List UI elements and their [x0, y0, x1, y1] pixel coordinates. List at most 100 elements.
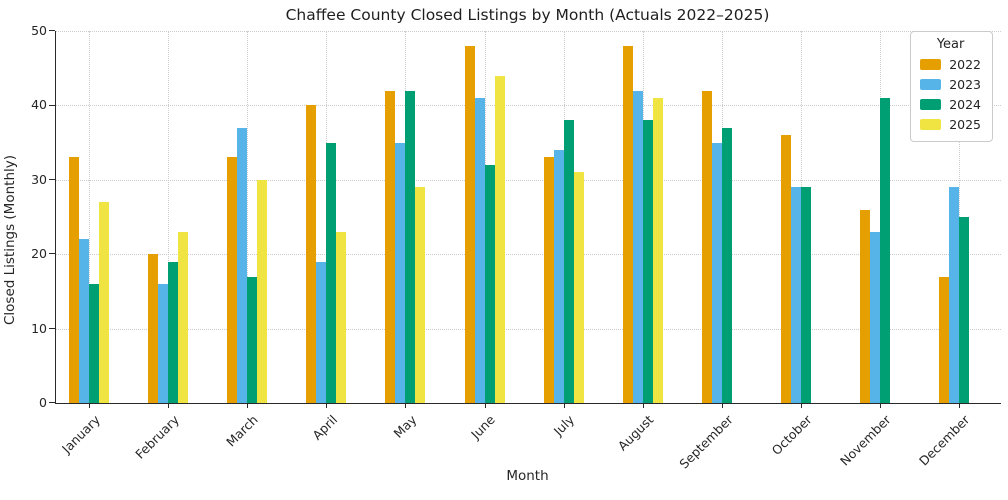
x-tick-mark: [800, 403, 802, 408]
bar-2023-august: [632, 90, 643, 403]
y-tick-mark: [49, 179, 55, 180]
bar-2022-june: [464, 45, 475, 403]
x-tick-label: July: [550, 412, 578, 439]
bar-2024-december: [959, 217, 970, 403]
legend-label: 2022: [949, 56, 981, 72]
legend-label: 2023: [949, 76, 981, 92]
bar-2024-february: [168, 261, 179, 403]
legend-item-2025: 2025: [920, 114, 981, 134]
bar-2022-august: [622, 45, 633, 403]
x-tick-mark: [484, 403, 486, 408]
bar-2022-november: [860, 209, 870, 403]
bar-2023-september: [711, 142, 722, 403]
bar-2023-june: [474, 97, 485, 403]
y-tick-label: 20: [31, 246, 47, 262]
legend-item-2024: 2024: [920, 94, 981, 114]
x-tick-mark: [721, 403, 723, 408]
gridline-vertical: [89, 31, 90, 403]
legend-label: 2025: [949, 116, 981, 132]
chart-title: Chaffee County Closed Listings by Month …: [285, 6, 770, 24]
bar-2023-january: [79, 239, 89, 403]
bar-2022-september: [701, 90, 712, 403]
bar-2025-january: [99, 202, 109, 403]
legend-swatch-2025: [920, 118, 942, 130]
bar-2022-january: [69, 157, 79, 403]
legend: Year 2022 2023 2024 2025: [910, 31, 993, 142]
bar-2022-march: [227, 157, 238, 403]
legend-item-2023: 2023: [920, 74, 981, 94]
bar-2022-july: [543, 157, 554, 403]
bar-2025-august: [652, 97, 663, 403]
y-tick-mark: [49, 30, 55, 32]
bar-2023-march: [237, 127, 248, 403]
x-tick-mark: [642, 403, 644, 408]
y-tick-label: 10: [31, 320, 47, 336]
x-tick-label: February: [131, 412, 182, 462]
gridline-horizontal: [56, 328, 1001, 330]
bar-2024-march: [247, 276, 258, 403]
gridline-horizontal: [56, 179, 1001, 181]
legend-item-2022: 2022: [920, 54, 981, 74]
y-tick-label: 0: [39, 395, 47, 410]
x-tick-label: May: [390, 412, 419, 441]
bar-2022-december: [939, 276, 950, 403]
legend-swatch-2023: [920, 78, 942, 90]
bar-2024-november: [880, 97, 890, 403]
bar-2022-october: [780, 135, 791, 403]
x-tick-label: January: [58, 412, 103, 457]
bar-2025-june: [494, 75, 505, 403]
x-tick-mark: [168, 403, 170, 408]
gridline-horizontal: [56, 254, 1001, 256]
legend-label: 2024: [949, 96, 981, 112]
bar-2023-november: [870, 231, 880, 403]
x-tick-label: September: [675, 412, 736, 472]
x-tick-mark: [959, 403, 961, 408]
x-axis-label: Month: [506, 468, 549, 484]
bar-2023-december: [949, 187, 960, 403]
bar-2023-july: [553, 150, 564, 403]
y-tick-mark: [49, 253, 55, 255]
y-tick-mark: [49, 104, 55, 106]
gridline-vertical: [168, 31, 170, 403]
bar-2025-may: [415, 187, 426, 403]
x-tick-mark: [326, 403, 328, 408]
bar-2024-september: [721, 127, 732, 403]
bar-2025-july: [573, 172, 584, 403]
bar-2024-october: [800, 187, 811, 403]
bar-2023-october: [790, 187, 801, 403]
bar-2024-april: [326, 142, 337, 403]
y-tick-label: 40: [31, 97, 47, 113]
bar-2025-march: [257, 179, 268, 403]
gridline-horizontal: [56, 31, 1001, 32]
x-tick-label: December: [916, 412, 973, 469]
bar-2023-may: [395, 142, 406, 403]
x-tick-mark: [405, 403, 407, 408]
legend-swatch-2024: [920, 98, 942, 110]
y-tick-label: 30: [31, 171, 47, 187]
x-tick-mark: [563, 403, 565, 408]
bar-2022-february: [148, 254, 159, 403]
y-tick-mark: [49, 327, 55, 329]
bar-2024-january: [89, 283, 99, 403]
y-tick-label: 50: [31, 23, 47, 38]
x-tick-label: August: [614, 412, 657, 454]
bar-2022-april: [306, 105, 317, 403]
bar-2025-april: [336, 231, 347, 403]
plot-area: 0 10 20 30 40 50 January February March April May J…: [31, 24, 1001, 471]
bar-2025-february: [178, 231, 189, 403]
x-tick-label: April: [309, 412, 340, 443]
bar-2024-july: [563, 120, 574, 403]
x-tick-label: November: [837, 412, 894, 469]
bar-2023-april: [316, 261, 327, 403]
x-tick-mark: [89, 403, 90, 408]
gridline-horizontal: [56, 105, 1001, 107]
legend-title: Year: [936, 37, 965, 52]
x-tick-label: October: [768, 412, 815, 458]
y-tick-mark: [49, 402, 55, 404]
bar-2024-may: [405, 90, 416, 403]
x-tick-mark: [880, 403, 881, 408]
legend-swatch-2022: [920, 58, 942, 70]
x-tick-mark: [247, 403, 249, 408]
bar-2023-february: [158, 283, 169, 403]
